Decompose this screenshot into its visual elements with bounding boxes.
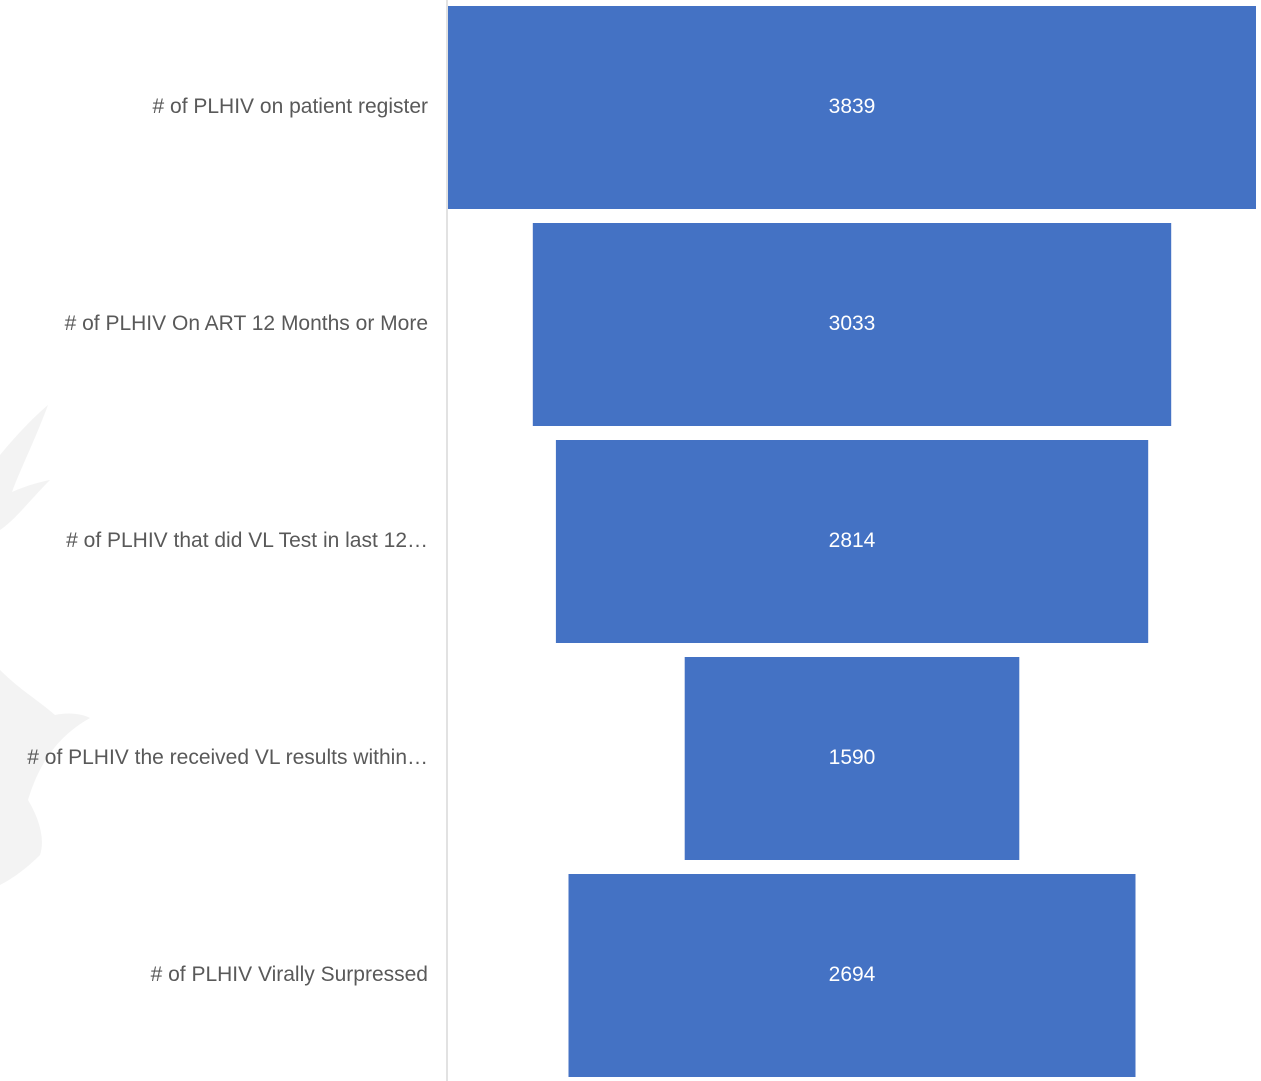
data-label-4: 1590: [829, 746, 876, 769]
funnel-bar-4: [684, 657, 1020, 860]
category-label-2: # of PLHIV On ART 12 Months or More: [65, 312, 428, 335]
data-label-1: 3839: [829, 95, 876, 118]
funnel-bar-3: [555, 440, 1149, 643]
data-label-5: 2694: [829, 963, 876, 986]
category-label-5: # of PLHIV Virally Surpressed: [151, 963, 428, 986]
category-label-4: # of PLHIV the received VL results withi…: [27, 746, 428, 769]
funnel-bar-1: [448, 6, 1256, 209]
bars-layer: [448, 6, 1256, 1077]
category-label-3: # of PLHIV that did VL Test in last 12…: [66, 529, 428, 552]
category-label-1: # of PLHIV on patient register: [153, 95, 429, 118]
funnel-bar-5: [568, 874, 1136, 1077]
data-label-2: 3033: [829, 312, 876, 335]
funnel-bar-2: [532, 223, 1172, 426]
data-label-3: 2814: [829, 529, 876, 552]
data-labels-layer: 3839 3033 2814 1590 2694: [829, 95, 876, 986]
category-labels-layer: # of PLHIV on patient register # of PLHIV…: [27, 95, 428, 986]
